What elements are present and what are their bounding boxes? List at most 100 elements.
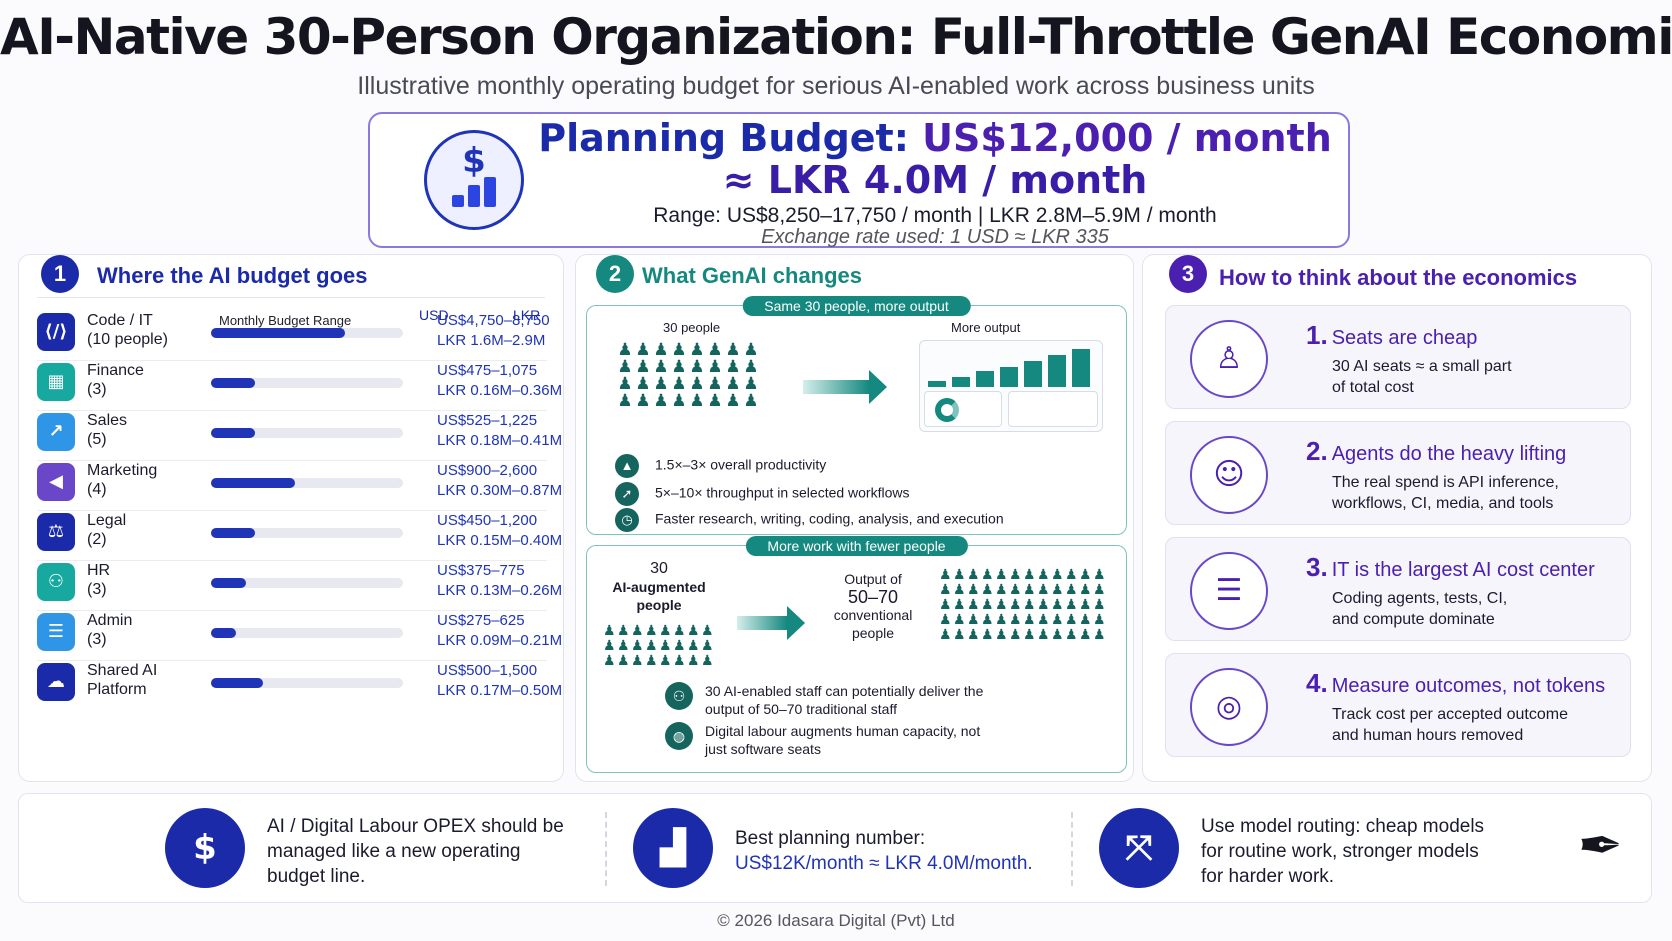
person-icon: ♟ bbox=[1079, 581, 1092, 597]
person-icon: ♟ bbox=[1051, 596, 1064, 612]
note-item: 30 AI-enabled staff can potentially deli… bbox=[705, 683, 984, 717]
person-icon: ♟ bbox=[635, 340, 651, 359]
person-icon: ♟ bbox=[939, 596, 952, 612]
budget-bar-track bbox=[211, 628, 403, 638]
person-icon: ♟ bbox=[653, 340, 669, 359]
person-icon: ♟ bbox=[631, 622, 644, 638]
person-icon: ♟ bbox=[659, 637, 672, 653]
budget-bar-fill bbox=[211, 628, 236, 638]
panel-title: What GenAI changes bbox=[642, 263, 863, 288]
person-icon: ♟ bbox=[939, 611, 952, 627]
person-icon: ♟ bbox=[687, 622, 700, 638]
person-icon: ♟ bbox=[653, 391, 669, 410]
person-icon: ♟ bbox=[1093, 596, 1106, 612]
person-icon: ♟ bbox=[1037, 626, 1050, 642]
calculator-icon: ▦ bbox=[37, 363, 75, 401]
person-icon: ♟ bbox=[617, 374, 633, 393]
panel-title: How to think about the economics bbox=[1219, 265, 1578, 290]
rocket-icon: ➚ bbox=[615, 482, 639, 506]
person-icon: ♟ bbox=[1065, 626, 1078, 642]
budget-row: ☰ Admin (3) US$275–625 LKR 0.09M–0.21M bbox=[37, 609, 562, 661]
output-chart-icon bbox=[919, 340, 1103, 432]
person-icon: ♟ bbox=[1023, 611, 1036, 627]
unit-name: Shared AI Platform bbox=[87, 662, 158, 698]
column-header-range: Monthly Budget Range bbox=[219, 313, 352, 328]
lkr-range: LKR 1.6M–2.9M bbox=[437, 332, 546, 349]
cloud-icon: ☁ bbox=[37, 663, 75, 701]
budget-bar-track bbox=[211, 528, 403, 538]
chair-icon: ♙ bbox=[1190, 320, 1268, 398]
budget-bar-fill bbox=[211, 478, 296, 488]
person-icon: ♟ bbox=[1051, 581, 1064, 597]
section-more-output: Same 30 people, more output 30 people ♟ ♟… bbox=[586, 296, 1127, 535]
person-icon: ♟ bbox=[725, 357, 741, 376]
people-icon-grid: ♟ ♟ ♟ ♟ ♟ ♟ ♟ ♟ ♟ ♟ ♟ ♟ ♟ ♟ ♟ ♟ ♟ ♟ ♟ ♟ ♟ ♟ ♟ ♟ ♟ ♟ ♟ ♟ ♟ ♟ ♟ ♟ bbox=[617, 340, 759, 410]
clock-icon: ◷ bbox=[615, 508, 639, 532]
usd-range: US$4,750–8,750 bbox=[437, 312, 550, 329]
person-icon: ♟ bbox=[967, 611, 980, 627]
person-icon: ♟ bbox=[689, 357, 705, 376]
person-icon: ♟ bbox=[1065, 581, 1078, 597]
person-icon: ♟ bbox=[939, 626, 952, 642]
person-icon: ♟ bbox=[659, 622, 672, 638]
target-icon: ◎ bbox=[1190, 668, 1268, 746]
person-icon: ♟ bbox=[603, 622, 616, 638]
person-icon: ♟ bbox=[995, 566, 1008, 582]
person-icon: ♟ bbox=[673, 652, 686, 668]
page-title: AI-Native 30-Person Organization: Full-T… bbox=[0, 8, 1672, 66]
person-icon: ♟ bbox=[671, 391, 687, 410]
person-icon: ♟ bbox=[939, 581, 952, 597]
person-icon: ♟ bbox=[617, 340, 633, 359]
person-icon: ♟ bbox=[617, 652, 630, 668]
person-icon: ♟ bbox=[687, 652, 700, 668]
takeaway-model-routing: Use model routing: cheap models for rout… bbox=[1201, 816, 1485, 887]
conventional-people-grid: ♟ ♟ ♟ ♟ ♟ ♟ ♟ ♟ ♟ ♟ ♟ ♟ ♟ ♟ ♟ ♟ ♟ ♟ ♟ ♟ ♟ ♟ ♟ ♟ ♟ ♟ ♟ ♟ ♟ ♟ ♟ ♟ ♟ ♟ ♟ ♟ ♟ ♟ ♟ ♟… bbox=[939, 566, 1106, 642]
invoice-icon: $ bbox=[165, 808, 245, 888]
unit-name: Legal (2) bbox=[87, 512, 127, 548]
person-icon: ♟ bbox=[1023, 581, 1036, 597]
divider bbox=[605, 812, 607, 886]
robot-icon: ☺ bbox=[1190, 436, 1268, 514]
budget-lkr: ≈ LKR 4.0M / month bbox=[722, 158, 1148, 202]
panel-title: Where the AI budget goes bbox=[97, 263, 368, 288]
lkr-range: LKR 0.30M–0.87M bbox=[437, 482, 563, 499]
person-icon: ♟ bbox=[645, 652, 658, 668]
person-icon: ♟ bbox=[617, 637, 630, 653]
team-icon: ⚇ bbox=[665, 682, 693, 710]
column-header-lkr: LKR bbox=[513, 307, 541, 323]
people-label: 30 people bbox=[663, 320, 721, 335]
person-icon: ♟ bbox=[1037, 596, 1050, 612]
dollar-chart-icon: $ bbox=[424, 130, 524, 230]
person-icon: ♟ bbox=[1079, 626, 1092, 642]
person-icon: ♟ bbox=[1037, 611, 1050, 627]
person-icon: ♟ bbox=[953, 596, 966, 612]
budget-bar-track bbox=[211, 478, 403, 488]
unit-name: HR (3) bbox=[87, 562, 111, 598]
person-icon: ♟ bbox=[671, 357, 687, 376]
person-icon: ♟ bbox=[1065, 611, 1078, 627]
budget-bar-track bbox=[211, 678, 403, 688]
panel-number: 1 bbox=[41, 255, 79, 293]
person-icon: ♟ bbox=[1051, 611, 1064, 627]
divider bbox=[1071, 812, 1073, 886]
section-pill: More work with fewer people bbox=[745, 536, 968, 556]
benefit-item: ▲ 1.5×–3× overall productivity bbox=[615, 454, 826, 478]
panel-number: 2 bbox=[596, 255, 634, 293]
person-icon: ♟ bbox=[635, 374, 651, 393]
budget-row: ⚖ Legal (2) US$450–1,200 LKR 0.15M–0.40M bbox=[37, 509, 562, 561]
person-icon: ♟ bbox=[725, 391, 741, 410]
output-label: More output bbox=[951, 320, 1021, 335]
panel-genai-changes: 2 What GenAI changes Same 30 people, mor… bbox=[575, 254, 1134, 782]
person-icon: ♟ bbox=[981, 626, 994, 642]
panel-budget-allocation: 1 Where the AI budget goes Monthly Budge… bbox=[18, 254, 564, 782]
budget-usd: US$12,000 / month bbox=[922, 116, 1332, 160]
budget-row: ▦ Finance (3) US$475–1,075 LKR 0.16M–0.36M bbox=[37, 359, 562, 411]
person-icon: ♟ bbox=[617, 357, 633, 376]
person-icon: ♟ bbox=[1093, 626, 1106, 642]
code-icon: ⟨/⟩ bbox=[37, 313, 75, 351]
person-icon: ♟ bbox=[1023, 596, 1036, 612]
person-icon: ♟ bbox=[743, 374, 759, 393]
budget-bar-track bbox=[211, 328, 403, 338]
person-icon: ♟ bbox=[953, 581, 966, 597]
chart-icon: ▲ bbox=[615, 454, 639, 478]
